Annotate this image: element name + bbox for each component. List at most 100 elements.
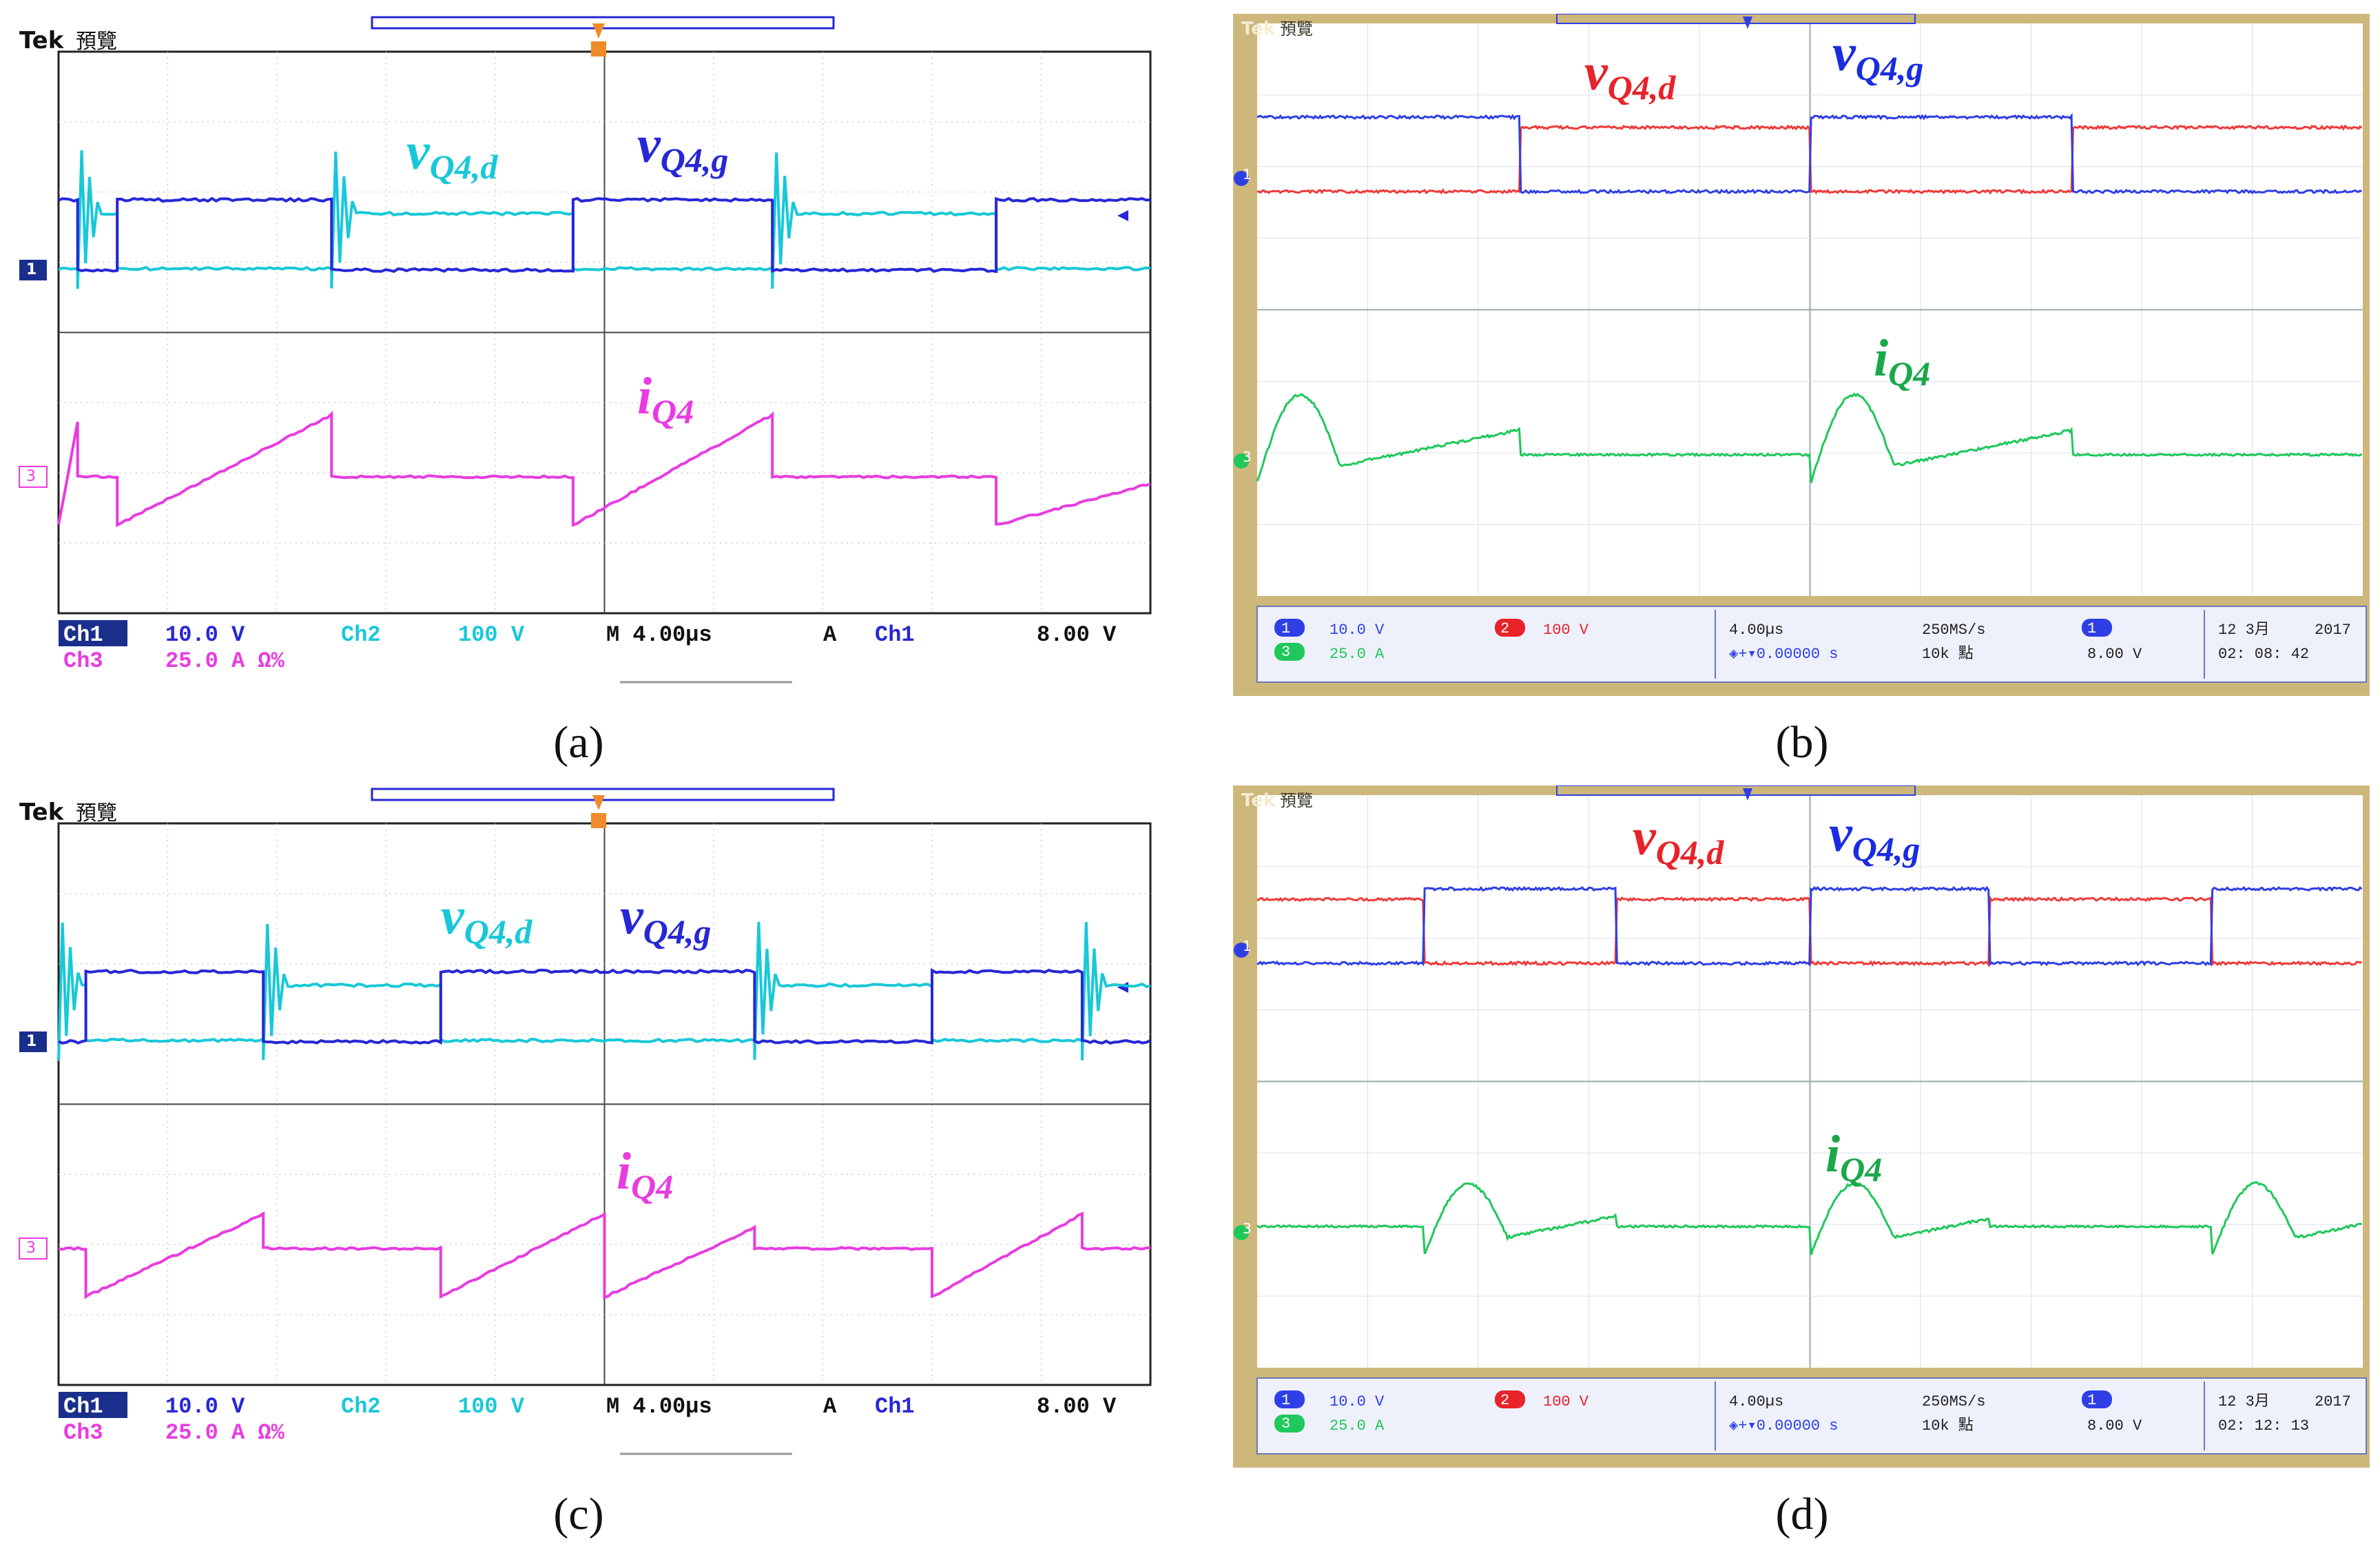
i-label: iQ4 <box>617 1142 673 1206</box>
svg-text:100 V: 100 V <box>458 622 525 648</box>
scope-brand: Tek <box>19 27 65 54</box>
svg-text:Ch2: Ch2 <box>341 1394 381 1419</box>
status-bar: 1 10.0 V 2 100 V 3 25.0 A 4.00µs ◈+▾0.00… <box>1281 1392 2351 1435</box>
svg-text:2017: 2017 <box>2315 622 2351 639</box>
channel-badge-icon <box>1495 1390 1525 1408</box>
panel-d: Tek 預覽 1 3 vQ4,d vQ4,g iQ4 1 10.0 V 2 10… <box>1233 785 2370 1468</box>
svg-text:25.0 A Ω%: 25.0 A Ω% <box>165 1420 285 1446</box>
trace-vq4-d <box>57 922 1151 1061</box>
vd-label: vQ4,d <box>1584 43 1676 107</box>
svg-text:3: 3 <box>1281 644 1290 661</box>
scope-mode: 預覽 <box>1280 19 1313 39</box>
trigger-position-icon <box>592 795 605 810</box>
status-bar: Ch1 10.0 V Ch2 100 V M 4.00µs A Ch1 8.00… <box>59 620 1117 674</box>
ch3-ground-icon <box>1234 1225 1249 1240</box>
svg-text:8.00 V: 8.00 V <box>2087 646 2142 663</box>
svg-text:1: 1 <box>2087 620 2096 637</box>
svg-text:100 V: 100 V <box>458 1394 525 1419</box>
svg-text:250MS/s: 250MS/s <box>1922 622 1985 639</box>
trigger-level-icon <box>1117 210 1128 221</box>
svg-text:25.0 A Ω%: 25.0 A Ω% <box>165 648 285 674</box>
scope-brand: Tek <box>19 799 65 826</box>
status-bar-bg <box>1256 606 2367 683</box>
vd-label: vQ4,d <box>441 887 532 951</box>
trigger-position-icon <box>592 23 605 39</box>
vd-label: vQ4,d <box>1633 808 1724 872</box>
i-label: iQ4 <box>637 367 694 431</box>
scope-c: Tek 預覽 1 3 vQ4,d vQ4,g iQ4 Ch1 10.0 V Ch… <box>19 788 1152 1455</box>
record-bar <box>1556 14 1916 24</box>
panel-b: Tek 預覽 1 3 vQ4,d vQ4,g iQ4 1 10.0 V 2 10… <box>1233 14 2370 696</box>
svg-text:10k 點: 10k 點 <box>1922 1417 1974 1435</box>
svg-text:1: 1 <box>1281 620 1290 637</box>
ch3-marker: 3 <box>1243 1220 1252 1237</box>
panel-c: Tek 預覽 1 3 vQ4,d vQ4,g iQ4 Ch1 10.0 V Ch… <box>0 785 1171 1468</box>
caption-a: (a) <box>553 717 604 768</box>
trace-vq4-d <box>1256 895 2362 968</box>
scope-mode: 預覽 <box>76 801 117 825</box>
trigger-marker-icon <box>591 813 606 828</box>
trigger-position-icon <box>1743 17 1752 29</box>
scope-mode: 預覽 <box>1280 791 1313 810</box>
svg-text:8.00 V: 8.00 V <box>2087 1417 2142 1435</box>
svg-text:25.0 A: 25.0 A <box>1329 1417 1385 1435</box>
svg-text:10k 點: 10k 點 <box>1922 645 1974 663</box>
scope-brand: Tek <box>1241 790 1276 811</box>
scope-d: Tek 預覽 1 3 vQ4,d vQ4,g iQ4 1 10.0 V 2 10… <box>1233 785 2370 1468</box>
svg-text:◈+▾0.00000 s: ◈+▾0.00000 s <box>1729 646 1839 663</box>
ch1-ground-icon <box>19 1031 47 1052</box>
trace-vq4-g <box>58 196 1151 274</box>
svg-text:10.0 V: 10.0 V <box>1329 1393 1385 1410</box>
channel-badge-icon <box>1274 1415 1305 1432</box>
vg-label: vQ4,g <box>1829 805 1920 868</box>
svg-text:A: A <box>823 622 837 648</box>
svg-text:8.00 V: 8.00 V <box>1037 1394 1117 1419</box>
scope-mode: 預覽 <box>76 30 117 54</box>
vg-label: vQ4,g <box>1832 24 1923 88</box>
trace-iq4 <box>57 411 1151 528</box>
channel-badge-icon <box>1274 619 1305 637</box>
trace-iq4 <box>1256 392 2363 484</box>
ch1-marker: 1 <box>26 261 37 278</box>
svg-text:10.0 V: 10.0 V <box>165 1394 245 1419</box>
channel-badge-icon <box>1495 619 1525 637</box>
trigger-position-icon <box>1743 788 1752 801</box>
vg-label: vQ4,g <box>620 887 711 951</box>
svg-text:2: 2 <box>1500 1392 1509 1409</box>
svg-text:4.00µs: 4.00µs <box>1729 622 1783 639</box>
panel-a: Tek 預覽 1 3 vQ4,d vQ4,g iQ4 Ch1 10.0 V Ch… <box>0 14 1171 696</box>
trace-vq4-g <box>58 967 1151 1045</box>
svg-text:Ch3: Ch3 <box>63 1420 103 1446</box>
svg-text:Ch1: Ch1 <box>875 622 915 648</box>
caption-c: (c) <box>553 1489 604 1539</box>
svg-text:1: 1 <box>1281 1392 1290 1409</box>
status-bar-bg <box>1256 1377 2367 1455</box>
vd-label: vQ4,d <box>406 123 498 186</box>
i-label: iQ4 <box>1874 329 1930 393</box>
ch1-marker: 1 <box>26 1033 37 1050</box>
status-bar: 1 10.0 V 2 100 V 3 25.0 A 4.00µs ◈+▾0.00… <box>1281 620 2351 663</box>
caption-d: (d) <box>1775 1489 1829 1539</box>
ch3-ground-icon <box>19 1237 48 1260</box>
trace-vq4-d <box>58 150 1151 289</box>
trigger-badge-icon <box>2082 619 2112 637</box>
trace-vq4-d <box>1256 124 2363 195</box>
trace-vq4-g <box>1256 885 2363 967</box>
svg-text:250MS/s: 250MS/s <box>1922 1393 1985 1410</box>
channel-badge-icon <box>1274 1390 1305 1408</box>
ch3-marker: 3 <box>26 468 36 485</box>
svg-text:2: 2 <box>1500 620 1509 637</box>
ch3-ground-icon <box>19 466 48 488</box>
svg-text:◈+▾0.00000 s: ◈+▾0.00000 s <box>1729 1417 1839 1435</box>
scope-a: Tek 預覽 1 3 vQ4,d vQ4,g iQ4 Ch1 10.0 V Ch… <box>19 16 1152 684</box>
ch1-ground-icon <box>19 260 47 280</box>
record-bar <box>1556 785 1916 796</box>
ch3-ground-icon <box>1234 453 1249 469</box>
channel-badge-icon <box>1274 643 1305 661</box>
i-label: iQ4 <box>1825 1125 1882 1189</box>
ch1-ground-icon <box>1234 171 1249 186</box>
svg-text:25.0 A: 25.0 A <box>1329 646 1385 663</box>
svg-text:Ch2: Ch2 <box>341 622 381 648</box>
svg-text:Ch1: Ch1 <box>875 1394 915 1419</box>
svg-text:4.00µs: 4.00µs <box>1729 1393 1783 1410</box>
